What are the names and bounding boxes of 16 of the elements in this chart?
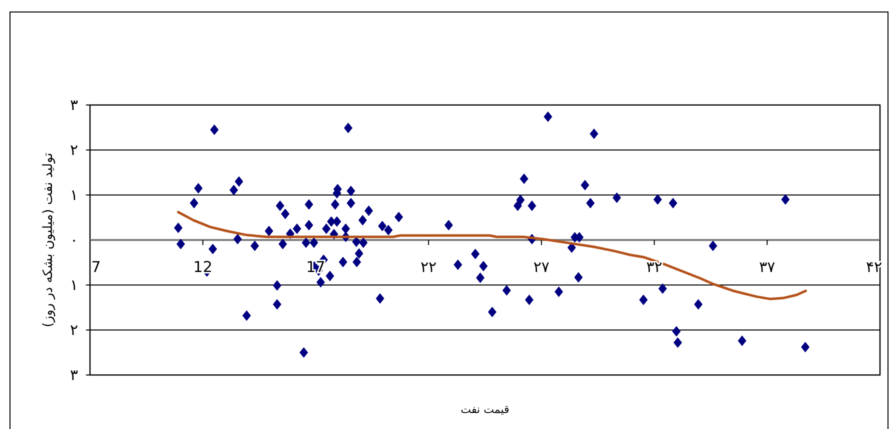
x-tick-label: ۲۲ [420,258,437,276]
y-tick-label: ۳ [70,366,78,384]
x-tick-label: 12 [193,258,212,276]
y-tick-label: ۳ [70,96,78,114]
y-tick-label: ۲ [70,321,78,339]
y-tick-label: ۲ [70,141,78,159]
y-axis-title: تولید نفت (میلیون بشکه در روز) [41,152,56,328]
y-tick-label: ۱ [70,276,78,294]
line-series [177,210,807,300]
x-axis-title: قیمت نفت [460,403,510,416]
y-tick-label: ۱ [70,186,78,204]
x-tick-label: 7 [91,258,101,276]
x-tick-label: ۲۷ [533,258,550,276]
y-tick-label: ۰ [70,231,78,249]
x-tick-label: ۳۷ [759,258,776,276]
x-tick-label: ۳۲ [646,258,662,276]
